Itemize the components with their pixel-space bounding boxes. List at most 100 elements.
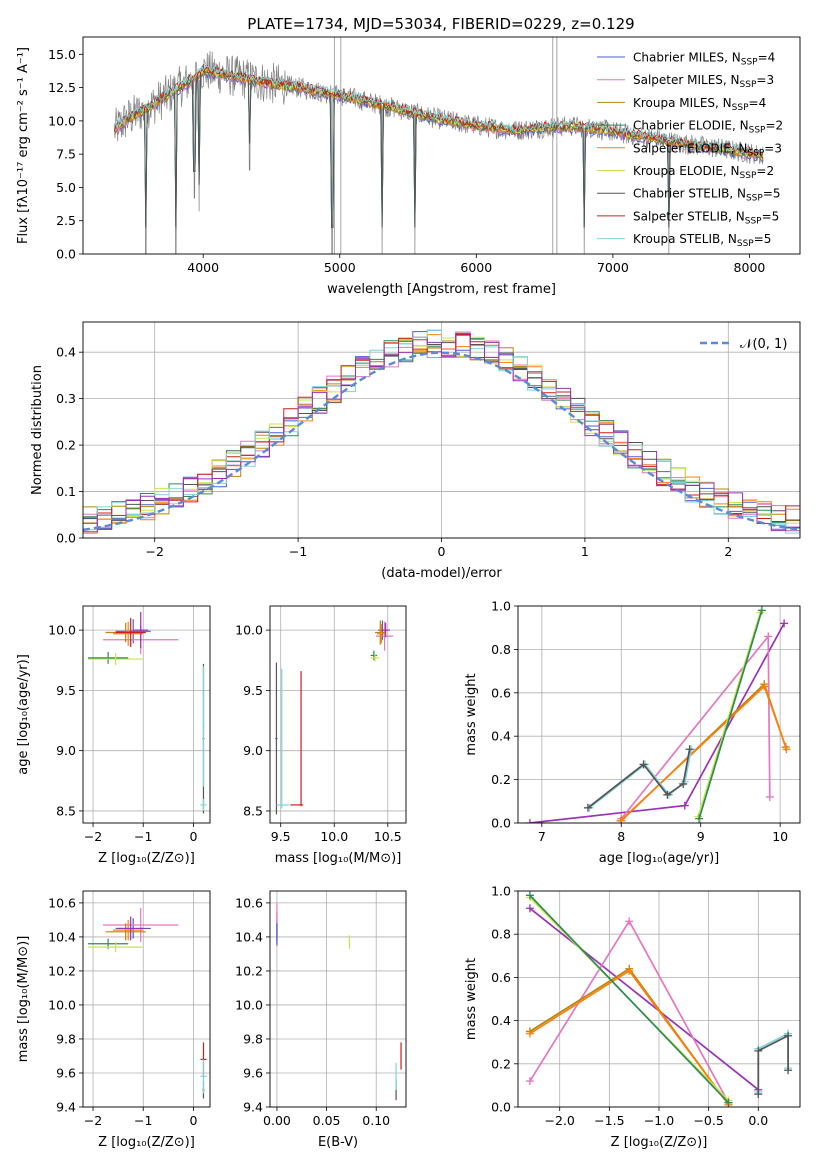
y-tick-label: 0.4 — [491, 1013, 511, 1028]
axes-frame — [517, 605, 801, 824]
errorbar-point — [113, 919, 144, 941]
y-tick-label: 10.0 — [235, 623, 263, 638]
weight-series-line — [620, 634, 771, 820]
errorbar-point — [377, 624, 386, 644]
weight-marker — [583, 803, 592, 812]
legend-gaussian-label: 𝒩(0, 1) — [740, 337, 787, 352]
weight-series-line — [588, 749, 693, 809]
errorbar-point — [118, 916, 144, 941]
y-tick-label: 9.0 — [243, 743, 263, 758]
panel-residuals: −2 −1 0 1 2 0.0 0.1 0.2 0.3 0.4 (data-model)/error… — [30, 321, 801, 581]
figure-title: PLATE=1734, MJD=53034, FIBERID=0229, z=0… — [247, 15, 634, 33]
y-tick-label: 0.0 — [491, 816, 511, 831]
weight-marker — [754, 1090, 763, 1099]
weight-marker — [784, 1031, 793, 1040]
y-tick-label: 2.5 — [56, 213, 76, 228]
legend-label: Salpeter STELIB, NSSP=5 — [633, 209, 779, 226]
weight-marker — [760, 682, 769, 691]
weight-series-line — [529, 907, 759, 1091]
x-tick-label: 10.5 — [374, 829, 402, 844]
plot-area — [275, 620, 394, 815]
axes-frame — [82, 890, 211, 1108]
gaussian-curve — [83, 351, 800, 532]
x-axis-label: mass [log₁₀(M/M⊙)] — [275, 851, 402, 866]
weight-marker — [625, 966, 634, 975]
plot-area — [88, 612, 207, 814]
y-axis-label: mass weight — [464, 958, 479, 1040]
x-tick-label: 6000 — [460, 260, 492, 275]
y-tick-label: 9.8 — [243, 1031, 263, 1046]
plot-area — [525, 891, 793, 1107]
x-tick-label: −2 — [84, 829, 102, 844]
weight-series-line — [529, 894, 730, 1104]
weight-marker — [625, 917, 634, 926]
y-tick-label: 0.4 — [56, 345, 76, 360]
y-tick-label: 0.4 — [491, 729, 511, 744]
x-tick-label: 8000 — [734, 260, 766, 275]
errorbar-point — [200, 798, 207, 811]
x-tick-label: −0.5 — [693, 1113, 723, 1128]
x-axis-label: Z [log₁₀(Z/Z⊙)] — [98, 1135, 195, 1150]
plot-area — [88, 908, 207, 1099]
x-tick-label: −1.5 — [594, 1113, 624, 1128]
y-tick-label: 8.5 — [243, 803, 263, 818]
weight-marker — [764, 632, 773, 641]
panel-age_vs_Z: −2 −1 0 8.5 9.0 9.5 10.0 Z [log₁₀(Z/Z⊙)] age [lo… — [16, 605, 211, 866]
x-tick-label: 0.00 — [263, 1113, 291, 1128]
weight-marker — [724, 1098, 733, 1107]
x-tick-label: 5000 — [324, 260, 356, 275]
y-tick-label: 0.2 — [491, 1056, 511, 1071]
y-tick-label: 10.0 — [48, 113, 76, 128]
plot-area — [83, 329, 800, 534]
weight-marker — [754, 1046, 763, 1055]
y-tick-label: 9.6 — [56, 1065, 76, 1080]
panel-mass_vs_Z: −2 −1 0 9.4 9.6 9.8 10.0 10.2 10.4 10.6 Z [log₁₀(Z… — [16, 890, 211, 1150]
panel-spectrum: 4000 5000 6000 7000 8000 0.0 2.5 5.0 7.5 10.0 12.5… — [16, 36, 801, 297]
spectrum-model-line — [113, 64, 764, 157]
x-tick-label: 10 — [772, 829, 788, 844]
weight-marker — [616, 816, 625, 823]
y-tick-label: 1.0 — [491, 599, 511, 614]
weight-marker — [782, 745, 791, 754]
plot-area — [113, 37, 764, 254]
x-tick-label: 10.0 — [320, 829, 348, 844]
y-tick-label: 9.8 — [56, 1031, 76, 1046]
y-tick-label: 0.6 — [491, 685, 511, 700]
axes-frame — [517, 890, 801, 1108]
weight-series-line — [697, 612, 762, 817]
legend-label: Salpeter MILES, NSSP=3 — [633, 73, 774, 90]
y-tick-label: 9.6 — [243, 1065, 263, 1080]
x-tick-label: 0.0 — [748, 1113, 768, 1128]
errorbar-point — [374, 620, 386, 645]
y-tick-label: 10.2 — [48, 963, 76, 978]
weight-series-line — [757, 1034, 789, 1094]
x-axis-label: E(B-V) — [318, 1135, 358, 1150]
errorbar-point — [381, 622, 390, 638]
legend-label: Kroupa ELODIE, NSSP=2 — [633, 164, 774, 181]
panel-mass_vs_ebv: 0.00 0.05 0.10 9.4 9.6 9.8 10.0 10.2 10.4 10.6 E(B… — [235, 890, 407, 1150]
x-axis-label: wavelength [Angstrom, rest frame] — [327, 282, 556, 297]
y-tick-label: 12.5 — [48, 80, 76, 95]
y-tick-label: 0.2 — [56, 438, 76, 453]
errorbar-point — [376, 621, 394, 651]
legend-label: Chabrier MILES, NSSP=4 — [633, 51, 775, 68]
weight-marker — [757, 606, 766, 615]
y-tick-label: 10.6 — [235, 895, 263, 910]
legend-label: Salpeter ELODIE, NSSP=3 — [633, 141, 782, 158]
errorbar-point — [133, 612, 149, 649]
weight-series-line — [529, 622, 785, 823]
weight-marker — [695, 814, 704, 823]
weight-marker — [680, 801, 689, 810]
x-tick-label: −2 — [145, 544, 163, 559]
x-tick-label: 0 — [438, 544, 446, 559]
y-axis-label: age [log₁₀(age/yr)] — [16, 654, 31, 775]
y-axis-label: Normed distribution — [30, 365, 45, 495]
legend-label: Chabrier STELIB, NSSP=5 — [633, 187, 781, 204]
x-tick-label: −1.0 — [644, 1113, 674, 1128]
weight-marker — [685, 745, 694, 754]
errorbar-point — [105, 923, 146, 941]
x-tick-label: 7 — [538, 829, 546, 844]
y-tick-label: 10.4 — [235, 929, 263, 944]
x-tick-label: −2.0 — [545, 1113, 575, 1128]
